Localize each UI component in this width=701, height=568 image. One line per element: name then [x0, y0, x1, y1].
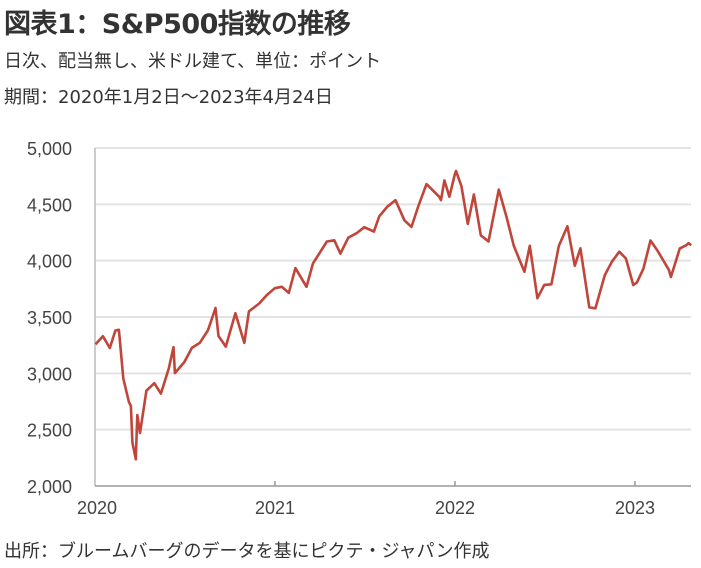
- y-tick-label: 2,500: [27, 421, 72, 441]
- y-tick-label: 3,500: [27, 308, 72, 328]
- sp500-line: [94, 169, 693, 461]
- chart-title: 図表1：S&P500指数の推移: [4, 9, 351, 40]
- y-tick-label: 4,500: [27, 195, 72, 215]
- y-tick-label: 5,000: [27, 139, 72, 159]
- x-tick-label: 2023: [615, 498, 655, 518]
- chart-subtitle-units: 日次、配当無し、米ドル建て、単位：ポイント: [4, 51, 382, 72]
- x-tick-label: 2021: [255, 498, 295, 518]
- x-tick-label: 2020: [77, 498, 117, 518]
- y-tick-label: 2,000: [27, 477, 72, 497]
- y-tick-label: 3,000: [27, 364, 72, 384]
- source-note: 出所：ブルームバーグのデータを基にピクテ・ジャパン作成: [4, 541, 490, 562]
- x-tick-label: 2022: [435, 498, 475, 518]
- chart-subtitle-period: 期間：2020年1月2日～2023年4月24日: [4, 87, 333, 108]
- y-tick-label: 4,000: [27, 252, 72, 272]
